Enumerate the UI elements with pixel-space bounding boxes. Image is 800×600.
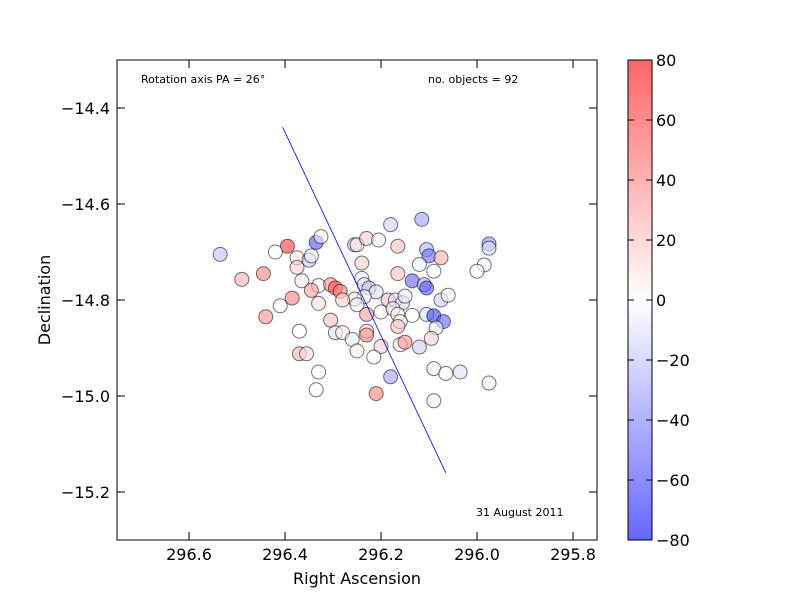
scatter-plot: 296.6 296.4 296.2 296.0 295.8 −14.4−14.6−14.… <box>35 59 598 588</box>
data-point <box>258 309 274 325</box>
data-point <box>284 290 300 306</box>
rotation-axis-line <box>282 127 447 473</box>
colorbar-tick-label: 80 <box>656 51 676 70</box>
data-points <box>212 211 497 409</box>
colorbar-tick-label: 60 <box>656 111 676 130</box>
colorbar-tick-label: −40 <box>656 411 690 430</box>
colorbar-tick-label: −20 <box>656 351 690 370</box>
y-tick-label: −14.8 <box>61 291 110 310</box>
object-count-annotation: no. objects = 92 <box>428 73 518 86</box>
data-point <box>371 232 387 248</box>
y-axis-ticks: −14.4 −14.6 −14.8 −15.0 −15.2 <box>61 99 597 502</box>
data-point <box>349 297 365 313</box>
data-point <box>438 365 454 381</box>
data-point <box>433 250 449 266</box>
data-point <box>426 393 442 409</box>
x-axis-ticks: 296.6 296.4 296.2 296.0 295.8 <box>166 60 596 564</box>
plot-frame <box>116 59 598 541</box>
x-tick-label: 296.4 <box>262 545 308 564</box>
data-point <box>359 327 375 343</box>
colorbar-tick-label: 20 <box>656 231 676 250</box>
data-point <box>349 343 365 359</box>
colorbar-tick-label: 40 <box>656 171 676 190</box>
x-axis-label: Right Ascension <box>293 569 421 588</box>
y-tick-label: −15.0 <box>61 387 110 406</box>
data-point <box>383 217 399 233</box>
data-point <box>452 364 468 380</box>
data-point <box>313 229 329 245</box>
data-point <box>308 382 324 398</box>
date-annotation: 31 August 2011 <box>476 506 563 519</box>
data-point <box>411 339 427 355</box>
data-point <box>383 369 399 385</box>
colorbar-tick-label: 0 <box>656 291 666 310</box>
data-point <box>440 287 456 303</box>
x-tick-label: 296.0 <box>454 545 500 564</box>
data-point <box>397 334 413 350</box>
data-point <box>469 263 485 279</box>
data-point <box>291 323 307 339</box>
data-point <box>289 259 305 275</box>
colorbar-tick-label: −60 <box>656 471 690 490</box>
data-point <box>335 292 351 308</box>
data-point <box>311 364 327 380</box>
data-point <box>426 263 442 279</box>
colorbar: 80 60 40 20 0 −20 −40 −60 −80 <box>627 51 690 550</box>
data-point <box>411 256 427 272</box>
data-point <box>303 248 319 264</box>
data-point <box>481 240 497 256</box>
y-axis-label: Declination <box>35 255 54 345</box>
data-point <box>323 312 339 328</box>
x-tick-label: 296.2 <box>358 545 404 564</box>
y-tick-label: −14.4 <box>61 99 110 118</box>
data-point <box>390 238 406 254</box>
data-point <box>359 306 375 322</box>
data-point <box>255 266 271 282</box>
data-point <box>423 330 439 346</box>
data-point <box>366 349 382 365</box>
data-point <box>294 273 310 289</box>
colorbar-tick-label: −80 <box>656 531 690 550</box>
x-tick-label: 296.6 <box>166 545 212 564</box>
y-tick-label: −14.6 <box>61 195 110 214</box>
data-point <box>414 211 430 227</box>
data-point <box>279 238 295 254</box>
data-point <box>481 375 497 391</box>
rotation-axis-annotation: Rotation axis PA = 26° <box>141 73 265 86</box>
x-tick-label: 295.8 <box>550 545 596 564</box>
data-point <box>397 288 413 304</box>
data-point <box>390 266 406 282</box>
data-point <box>390 318 406 334</box>
y-tick-label: −15.2 <box>61 483 110 502</box>
data-point <box>311 295 327 311</box>
data-point <box>272 298 288 314</box>
data-point <box>267 244 283 260</box>
data-point <box>354 255 370 271</box>
data-point <box>299 346 315 362</box>
data-point <box>234 271 250 287</box>
data-point <box>419 280 435 296</box>
data-point <box>212 246 228 262</box>
colorbar-ticks: 80 60 40 20 0 −20 −40 −60 −80 <box>628 51 690 550</box>
data-point <box>303 282 319 298</box>
data-point <box>368 386 384 402</box>
